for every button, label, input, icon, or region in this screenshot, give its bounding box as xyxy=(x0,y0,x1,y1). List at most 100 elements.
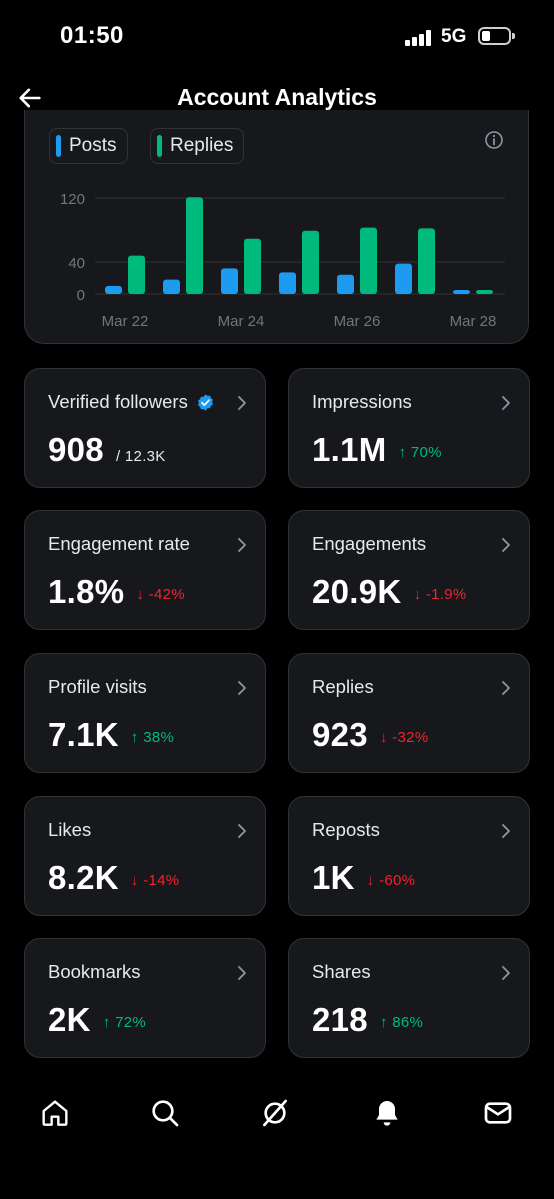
network-type: 5G xyxy=(441,26,467,47)
nav-home[interactable] xyxy=(38,1096,72,1130)
metric-card-verified-followers[interactable]: Verified followers 908 / 12.3K xyxy=(24,368,266,488)
metric-label: Likes xyxy=(48,819,92,840)
bar-posts-mar-27[interactable] xyxy=(395,263,412,294)
metric-label-row: Shares xyxy=(312,961,371,983)
delta-arrow-icon: ↓ xyxy=(379,728,388,746)
metric-card-engagement-rate[interactable]: Engagement rate 1.8% ↓ -42% xyxy=(24,510,266,630)
metric-label: Engagement rate xyxy=(48,533,190,554)
metric-value: 1K xyxy=(312,859,355,896)
metric-label: Bookmarks xyxy=(48,961,141,982)
bar-posts-mar-24[interactable] xyxy=(221,268,238,294)
battery-icon xyxy=(478,27,515,45)
back-button[interactable] xyxy=(12,80,48,116)
nav-search[interactable] xyxy=(148,1096,182,1130)
metric-delta-value: 38% xyxy=(143,728,175,746)
x-tick-label: Mar 22 xyxy=(102,313,149,330)
bar-posts-mar-25[interactable] xyxy=(279,272,296,294)
y-tick-label: 0 xyxy=(77,287,85,304)
bar-chart: 120 40 0 Mar 22 Mar 24 Mar 26 Mar 28 xyxy=(60,191,505,330)
bar-posts-mar-28[interactable] xyxy=(453,290,470,294)
delta-arrow-icon: ↓ xyxy=(366,871,375,889)
metric-label-row: Impressions xyxy=(312,391,412,413)
metric-total: / 12.3K xyxy=(115,448,166,465)
x-tick-label: Mar 24 xyxy=(218,313,265,330)
nav-notifications[interactable] xyxy=(370,1096,404,1130)
delta-arrow-icon: ↑ xyxy=(102,1013,111,1031)
metric-delta-value: 86% xyxy=(392,1013,424,1031)
bar-posts-mar-22[interactable] xyxy=(105,286,122,294)
metric-label-row: Engagement rate xyxy=(48,533,190,555)
bar-replies-mar-23[interactable] xyxy=(186,197,203,294)
metric-label-row: Replies xyxy=(312,676,374,698)
bar-replies-mar-24[interactable] xyxy=(244,238,261,294)
legend-posts[interactable]: Posts xyxy=(49,128,128,164)
metric-delta: ↑ 72% xyxy=(103,1014,146,1031)
metric-card-bookmarks[interactable]: Bookmarks 2K ↑ 72% xyxy=(24,938,266,1058)
bar-replies-mar-27[interactable] xyxy=(418,228,435,294)
metric-card-reposts[interactable]: Reposts 1K ↓ -60% xyxy=(288,796,530,916)
metric-value: 20.9K xyxy=(312,573,402,610)
bar-replies-mar-26[interactable] xyxy=(360,227,377,294)
metric-label: Replies xyxy=(312,676,374,697)
metric-value-row: 218 ↑ 86% xyxy=(312,1001,423,1039)
y-tick-label: 120 xyxy=(60,191,85,208)
delta-arrow-icon: ↓ xyxy=(413,585,422,603)
bar-posts-mar-23[interactable] xyxy=(163,279,180,294)
metric-card-engagements[interactable]: Engagements 20.9K ↓ -1.9% xyxy=(288,510,530,630)
legend-replies[interactable]: Replies xyxy=(150,128,245,164)
metric-card-profile-visits[interactable]: Profile visits 7.1K ↑ 38% xyxy=(24,653,266,773)
legend-replies-label: Replies xyxy=(170,135,234,156)
metric-value: 908 xyxy=(48,431,104,468)
metric-label-row: Likes xyxy=(48,819,91,841)
bar-replies-mar-22[interactable] xyxy=(128,255,145,294)
delta-arrow-icon: ↑ xyxy=(398,443,407,461)
metric-delta: ↑ 38% xyxy=(131,729,174,746)
arrow-left-icon xyxy=(19,88,41,108)
metric-value: 218 xyxy=(312,1001,368,1038)
chevron-right-icon xyxy=(238,538,246,552)
chevron-right-icon xyxy=(238,681,246,695)
bar-replies-mar-25[interactable] xyxy=(302,230,319,294)
metric-delta: ↓ -60% xyxy=(367,872,416,889)
metric-delta-value: -32% xyxy=(392,728,429,746)
metric-value-row: 1K ↓ -60% xyxy=(312,859,415,897)
metric-value: 1.8% xyxy=(48,573,125,610)
nav-grok[interactable] xyxy=(258,1096,292,1130)
metric-delta: ↓ -14% xyxy=(131,872,180,889)
metric-card-replies[interactable]: Replies 923 ↓ -32% xyxy=(288,653,530,773)
metric-card-shares[interactable]: Shares 218 ↑ 86% xyxy=(288,938,530,1058)
nav-messages[interactable] xyxy=(481,1096,515,1130)
metric-delta-value: 72% xyxy=(115,1013,147,1031)
metric-label-row: Verified followers xyxy=(48,391,215,413)
metric-label: Reposts xyxy=(312,819,380,840)
metric-card-likes[interactable]: Likes 8.2K ↓ -14% xyxy=(24,796,266,916)
metric-value-row: 908 / 12.3K xyxy=(48,431,166,469)
metric-value-row: 1.8% ↓ -42% xyxy=(48,573,185,611)
chevron-right-icon xyxy=(502,538,510,552)
metric-label-row: Reposts xyxy=(312,819,380,841)
metric-label: Verified followers xyxy=(48,391,188,412)
x-tick-label: Mar 26 xyxy=(334,313,381,330)
info-icon[interactable] xyxy=(484,130,504,150)
metric-label-row: Engagements xyxy=(312,533,426,555)
search-icon xyxy=(152,1100,179,1127)
metric-card-impressions[interactable]: Impressions 1.1M ↑ 70% xyxy=(288,368,530,488)
metric-delta: ↑ 86% xyxy=(380,1014,423,1031)
chevron-right-icon xyxy=(502,966,510,980)
bar-replies-mar-28[interactable] xyxy=(476,290,493,294)
delta-arrow-icon: ↑ xyxy=(379,1013,388,1031)
legend-posts-label: Posts xyxy=(69,135,117,156)
bell-icon xyxy=(376,1101,398,1126)
bar-posts-mar-26[interactable] xyxy=(337,274,354,294)
metric-label: Impressions xyxy=(312,391,412,412)
delta-arrow-icon: ↑ xyxy=(130,728,139,746)
metric-delta: ↓ -1.9% xyxy=(414,586,467,603)
chart-card: Posts Replies 120 40 0 Mar 22 Mar 24 Mar 26 Ma… xyxy=(24,110,529,344)
metric-value-row: 8.2K ↓ -14% xyxy=(48,859,179,897)
verified-badge-icon xyxy=(197,393,213,411)
metric-label: Shares xyxy=(312,961,371,982)
page-title: Account Analytics xyxy=(177,84,377,110)
replies-swatch xyxy=(157,135,162,157)
metric-label: Engagements xyxy=(312,533,427,554)
chevron-right-icon xyxy=(502,824,510,838)
